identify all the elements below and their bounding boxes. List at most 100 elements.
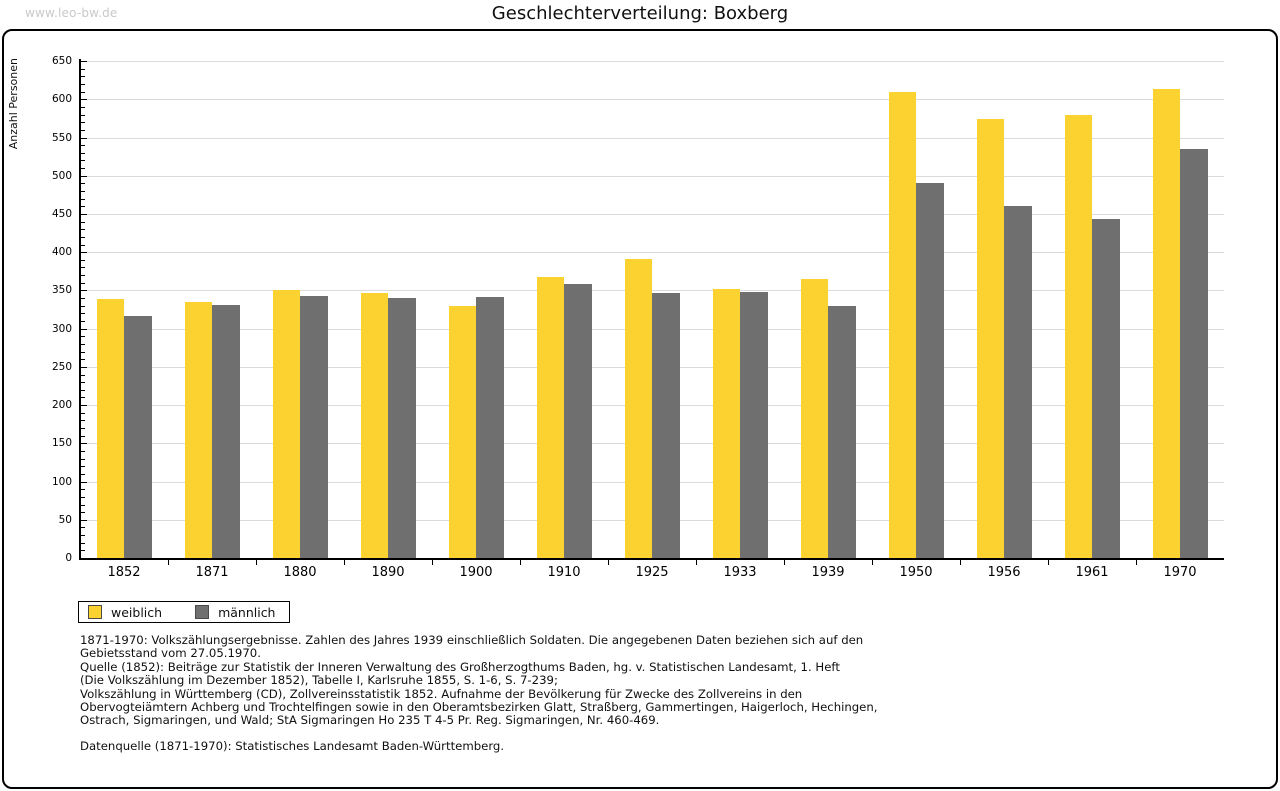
x-axis-tick-12 [1136, 560, 1137, 565]
x-axis-tick-11 [1048, 560, 1049, 565]
ytick-minor-610 [81, 91, 85, 93]
y-tick-label-0: 0 [65, 552, 72, 564]
gridline-y-500 [81, 175, 1224, 177]
bar-maennlich-1852 [124, 316, 152, 558]
ytick-minor-210 [81, 397, 85, 399]
ytick-major-400 [81, 252, 87, 254]
ytick-minor-230 [81, 382, 85, 384]
ytick-minor-170 [81, 428, 85, 429]
ytick-major-300 [81, 328, 87, 330]
ytick-minor-280 [81, 343, 85, 345]
ytick-minor-430 [81, 229, 85, 231]
gridline-y-400 [81, 252, 1224, 254]
bar-maennlich-1950 [916, 182, 944, 558]
x-axis-tick-10 [960, 560, 961, 565]
ytick-minor-70 [81, 504, 85, 506]
bar-maennlich-1900 [476, 297, 504, 558]
ytick-minor-40 [81, 527, 85, 529]
legend: weiblich männlich [78, 601, 290, 623]
legend-label-weiblich: weiblich [111, 604, 163, 620]
ytick-minor-190 [81, 412, 85, 414]
y-tick-label-250: 250 [51, 360, 72, 373]
bar-maennlich-1933 [740, 291, 768, 558]
ytick-minor-330 [81, 305, 85, 307]
x-axis-tick-1 [168, 560, 169, 565]
ytick-minor-390 [81, 259, 85, 261]
ytick-major-550 [81, 137, 87, 139]
ytick-minor-630 [81, 76, 85, 78]
ytick-minor-570 [81, 122, 85, 124]
y-tick-label-450: 450 [51, 207, 72, 220]
bar-weiblich-1900 [448, 306, 476, 558]
x-tick-label-1910: 1910 [547, 565, 581, 580]
bar-weiblich-1961 [1064, 115, 1092, 558]
footnote-block-sources: 1871-1970: Volkszählungsergebnisse. Zahl… [80, 633, 878, 728]
x-axis-tick-3 [344, 560, 345, 565]
y-tick-label-600: 600 [51, 93, 72, 106]
ytick-minor-10 [81, 550, 85, 552]
legend-label-maennlich: männlich [218, 604, 276, 620]
bar-maennlich-1880 [300, 295, 328, 558]
legend-item-maennlich: männlich [195, 605, 275, 620]
y-tick-label-650: 650 [51, 55, 72, 67]
bar-maennlich-1970 [1180, 148, 1208, 558]
ytick-minor-460 [81, 206, 85, 208]
ytick-minor-60 [81, 512, 85, 514]
bar-maennlich-1961 [1092, 219, 1120, 558]
bar-weiblich-1956 [976, 119, 1004, 558]
ytick-minor-240 [81, 374, 85, 376]
y-tick-label-100: 100 [51, 475, 72, 488]
ytick-major-50 [81, 519, 87, 521]
watermark: www.leo-bw.de [25, 6, 118, 20]
bar-weiblich-1950 [888, 91, 916, 558]
bar-weiblich-1933 [712, 288, 740, 558]
gridline-y-600 [81, 99, 1224, 101]
x-tick-label-1900: 1900 [459, 565, 493, 580]
ytick-minor-320 [81, 313, 85, 315]
x-tick-label-1956: 1956 [987, 565, 1021, 580]
x-tick-label-1933: 1933 [723, 565, 757, 580]
ytick-minor-90 [81, 489, 85, 491]
ytick-major-350 [81, 290, 87, 292]
x-axis-line [79, 558, 1224, 560]
ytick-major-100 [81, 481, 87, 483]
ytick-minor-510 [81, 168, 85, 169]
bar-weiblich-1910 [536, 277, 564, 558]
ytick-minor-110 [81, 473, 85, 475]
ytick-minor-420 [81, 236, 85, 238]
ytick-minor-20 [81, 542, 85, 544]
bar-maennlich-1956 [1004, 205, 1032, 558]
x-tick-label-1871: 1871 [195, 565, 229, 580]
x-axis-tick-9 [872, 560, 873, 565]
bar-weiblich-1890 [360, 292, 388, 558]
x-axis-tick-6 [608, 560, 609, 565]
ytick-minor-120 [81, 466, 85, 468]
y-tick-label-200: 200 [51, 399, 72, 412]
ytick-minor-640 [81, 68, 85, 70]
ytick-major-250 [81, 366, 87, 368]
y-tick-label-550: 550 [51, 131, 72, 144]
x-tick-label-1950: 1950 [899, 565, 933, 580]
bar-maennlich-1925 [652, 293, 680, 558]
gridline-y-550 [81, 137, 1224, 139]
ytick-minor-480 [81, 191, 85, 192]
ytick-minor-470 [81, 198, 85, 200]
x-tick-label-1880: 1880 [283, 565, 317, 580]
legend-swatch-weiblich [88, 605, 102, 619]
bar-weiblich-1880 [272, 290, 300, 558]
ytick-major-200 [81, 405, 87, 407]
bar-weiblich-1871 [184, 301, 212, 558]
bar-weiblich-1925 [624, 259, 652, 558]
y-tick-label-500: 500 [51, 169, 72, 182]
bar-maennlich-1871 [212, 304, 240, 558]
ytick-major-500 [81, 175, 87, 177]
y-tick-label-150: 150 [51, 437, 72, 450]
bar-maennlich-1939 [828, 305, 856, 558]
y-tick-label-350: 350 [51, 284, 72, 297]
ytick-minor-530 [81, 152, 85, 154]
x-tick-label-1925: 1925 [635, 565, 669, 580]
ytick-minor-340 [81, 298, 85, 299]
x-axis-tick-7 [696, 560, 697, 565]
y-tick-label-50: 50 [58, 513, 72, 526]
